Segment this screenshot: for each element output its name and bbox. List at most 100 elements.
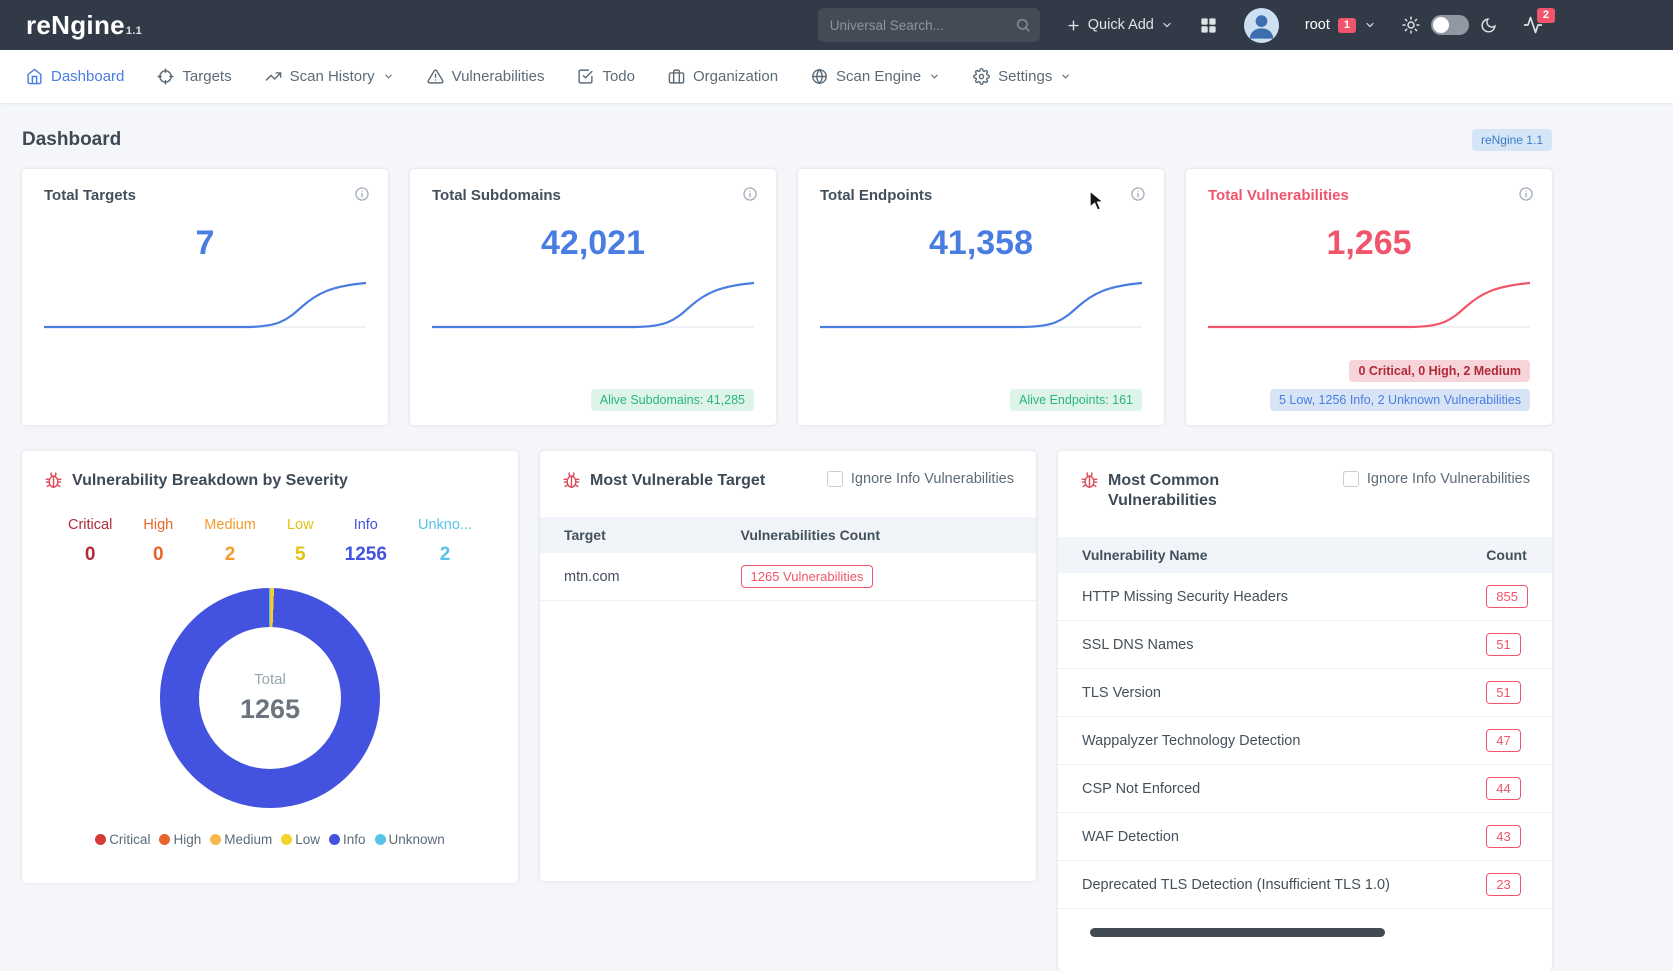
legend-item-low[interactable]: Low — [281, 832, 320, 847]
moon-icon — [1480, 17, 1497, 34]
severity-stat-low: Low 5 — [287, 517, 314, 566]
info-icon[interactable] — [1130, 186, 1146, 202]
count-badge[interactable]: 47 — [1486, 729, 1521, 752]
search-input[interactable] — [829, 17, 1007, 33]
quick-add-label: Quick Add — [1087, 17, 1154, 33]
stat-card-title: Total Endpoints — [820, 187, 933, 204]
count-badge[interactable]: 51 — [1486, 633, 1521, 656]
info-icon[interactable] — [742, 186, 758, 202]
donut-legend: Critical High Medium Low Info — [44, 832, 496, 847]
checkbox-label: Ignore Info Vulnerabilities — [850, 471, 1014, 487]
severity-label: Critical — [68, 517, 113, 533]
menu-label: Vulnerabilities — [451, 68, 545, 85]
universal-search — [817, 8, 1040, 42]
ignore-info-checkbox[interactable] — [1342, 471, 1359, 487]
severity-value: 1256 — [344, 544, 387, 565]
vulnerability-breakdown-card: Vulnerability Breakdown by Severity Crit… — [22, 451, 518, 883]
main-menu: Dashboard Targets Scan History Vulnerabi… — [0, 50, 1673, 103]
severity-stat-info: Info 1256 — [345, 517, 387, 566]
severity-label: Medium — [204, 517, 256, 533]
vulnerability-name: WAF Detection — [1058, 812, 1463, 861]
menu-item-vulnerabilities[interactable]: Vulnerabilities — [427, 68, 545, 85]
count-badge[interactable]: 51 — [1486, 681, 1521, 704]
most-common-vulnerabilities-card: Most Common Vulnerabilities Ignore Info … — [1058, 451, 1552, 971]
check-square-icon — [577, 68, 594, 85]
search-icon[interactable] — [1015, 17, 1031, 33]
apps-grid-icon[interactable] — [1199, 16, 1218, 35]
brand-logo[interactable]: reNgine 1.1 — [26, 10, 142, 41]
activity-notifications-icon[interactable]: 2 — [1523, 8, 1555, 35]
count-badge[interactable]: 855 — [1486, 585, 1528, 608]
legend-dot — [210, 834, 222, 845]
menu-item-settings[interactable]: Settings — [973, 68, 1071, 85]
legend-item-high[interactable]: High — [159, 832, 201, 847]
legend-label: Critical — [109, 832, 151, 847]
table-row: SSL DNS Names 51 — [1058, 620, 1552, 669]
bug-icon — [44, 471, 63, 490]
user-menu[interactable]: root 1 — [1305, 17, 1376, 33]
vulnerability-count-badge[interactable]: 1265 Vulnerabilities — [740, 565, 874, 588]
card-title: Most Vulnerable Target — [590, 472, 766, 489]
legend-item-info[interactable]: Info — [329, 832, 366, 847]
user-avatar[interactable] — [1243, 7, 1279, 43]
stat-card-value: 1,265 — [1326, 224, 1412, 262]
chevron-down-icon — [383, 71, 394, 82]
legend-label: Info — [343, 832, 366, 847]
endpoints-sparkline — [820, 277, 1142, 335]
vulnerability-name: SSL DNS Names — [1058, 620, 1463, 669]
chevron-down-icon — [929, 71, 940, 82]
severity-label: Low — [286, 517, 314, 533]
severity-value: 0 — [84, 544, 96, 565]
severity-donut-chart[interactable]: Total 1265 — [160, 588, 380, 808]
menu-item-todo[interactable]: Todo — [577, 68, 635, 85]
menu-item-scan-history[interactable]: Scan History — [265, 68, 394, 85]
menu-item-dashboard[interactable]: Dashboard — [26, 68, 124, 85]
chevron-down-icon — [1364, 19, 1376, 31]
severity-label: Info — [353, 517, 378, 533]
bottom-cards-row: Vulnerability Breakdown by Severity Crit… — [22, 451, 1552, 971]
severity-stat-critical: Critical 0 — [68, 517, 112, 566]
total-subdomains-card: Total Subdomains 42,021 Alive Subdomains… — [410, 169, 776, 425]
alive-endpoints-badge: Alive Endpoints: 161 — [1010, 389, 1142, 411]
legend-dot — [374, 834, 386, 845]
dark-mode-toggle[interactable] — [1431, 15, 1469, 35]
donut-center-value: 1265 — [239, 694, 301, 724]
legend-item-unknown[interactable]: Unknown — [374, 832, 445, 847]
ignore-info-checkbox[interactable] — [826, 471, 843, 487]
count-badge[interactable]: 43 — [1486, 825, 1521, 848]
plus-icon — [1066, 18, 1081, 33]
username: root — [1304, 17, 1330, 33]
legend-label: Medium — [224, 832, 273, 847]
legend-dot — [329, 834, 340, 845]
menu-label: Settings — [998, 68, 1053, 85]
info-icon[interactable] — [354, 186, 370, 202]
donut-center: Total 1265 — [199, 627, 341, 769]
theme-switcher — [1402, 15, 1497, 35]
home-icon — [26, 68, 43, 85]
quick-add-button[interactable]: Quick Add — [1066, 17, 1173, 33]
horizontal-scrollbar-thumb[interactable] — [1090, 928, 1385, 937]
menu-item-organization[interactable]: Organization — [668, 68, 778, 85]
count-badge[interactable]: 44 — [1486, 777, 1521, 800]
vulnerability-name: CSP Not Enforced — [1058, 764, 1463, 813]
legend-dot — [281, 834, 293, 845]
stat-card-value: 42,021 — [541, 224, 645, 262]
menu-item-scan-engine[interactable]: Scan Engine — [811, 68, 940, 85]
severity-stats: Critical 0 High 0 Medium 2 Low 5 Info — [44, 491, 496, 566]
brand-name: reNgine — [26, 9, 125, 40]
most-vulnerable-target-card: Most Vulnerable Target Ignore Info Vulne… — [540, 451, 1036, 881]
info-icon[interactable] — [1518, 186, 1534, 202]
menu-label: Todo — [602, 68, 635, 85]
count-badge[interactable]: 23 — [1486, 873, 1521, 896]
stat-card-value: 7 — [195, 224, 215, 262]
briefcase-icon — [668, 68, 685, 85]
target-name: mtn.com — [540, 553, 717, 601]
menu-label: Scan History — [289, 68, 375, 85]
table-row: CSP Not Enforced 44 — [1058, 764, 1552, 813]
menu-item-targets[interactable]: Targets — [157, 68, 232, 85]
most-vulnerable-table: Target Vulnerabilities Count mtn.com 126… — [540, 517, 1036, 601]
menu-label: Dashboard — [51, 68, 125, 85]
legend-item-medium[interactable]: Medium — [210, 832, 272, 847]
subdomains-sparkline — [432, 277, 754, 335]
legend-item-critical[interactable]: Critical — [95, 832, 150, 847]
